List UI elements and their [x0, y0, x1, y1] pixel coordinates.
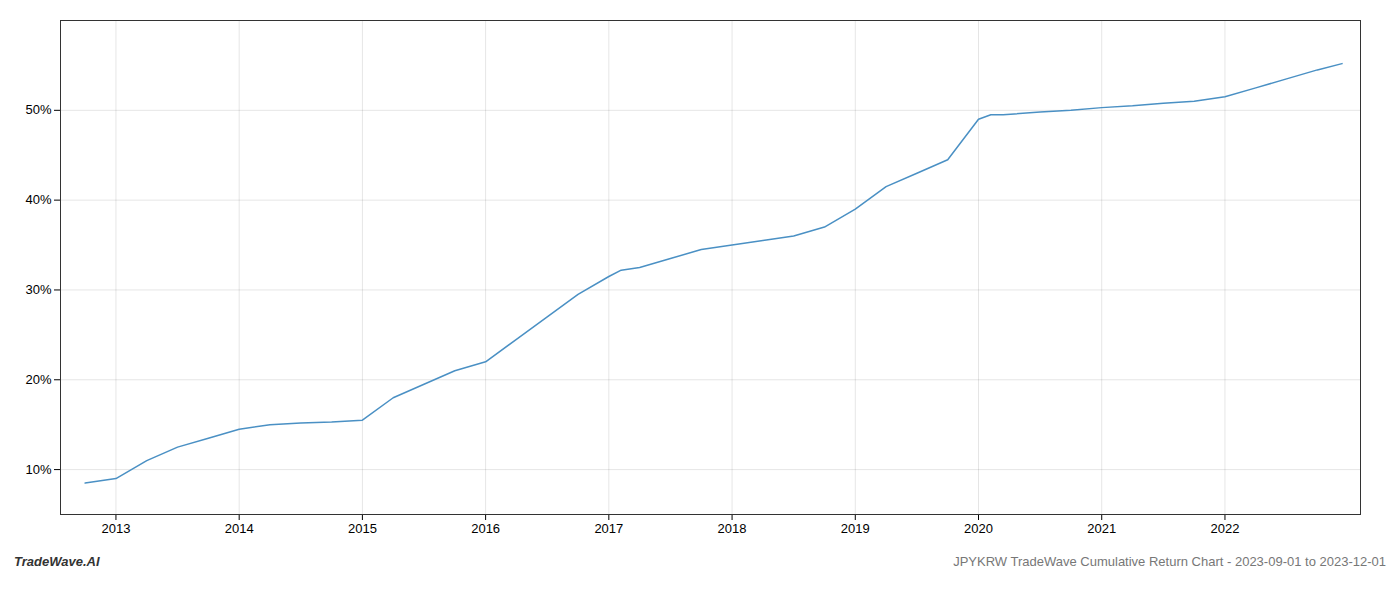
svg-text:2015: 2015	[348, 521, 377, 536]
svg-text:10%: 10%	[25, 462, 51, 477]
html-text:TradeWave.AI: TradeWave.AI	[14, 554, 100, 569]
svg-text:2020: 2020	[964, 521, 993, 536]
svg-text:2018: 2018	[718, 521, 747, 536]
svg-text:2022: 2022	[1210, 521, 1239, 536]
svg-text:2013: 2013	[101, 521, 130, 536]
svg-text:2017: 2017	[594, 521, 623, 536]
html-text:JPYKRW TradeWave Cumulative Re: JPYKRW TradeWave Cumulative Return Chart…	[953, 554, 1386, 569]
svg-text:40%: 40%	[25, 192, 51, 207]
svg-text:30%: 30%	[25, 282, 51, 297]
svg-text:20%: 20%	[25, 372, 51, 387]
svg-text:2021: 2021	[1087, 521, 1116, 536]
svg-text:2019: 2019	[841, 521, 870, 536]
svg-text:50%: 50%	[25, 102, 51, 117]
svg-text:2016: 2016	[471, 521, 500, 536]
svg-text:2014: 2014	[225, 521, 254, 536]
